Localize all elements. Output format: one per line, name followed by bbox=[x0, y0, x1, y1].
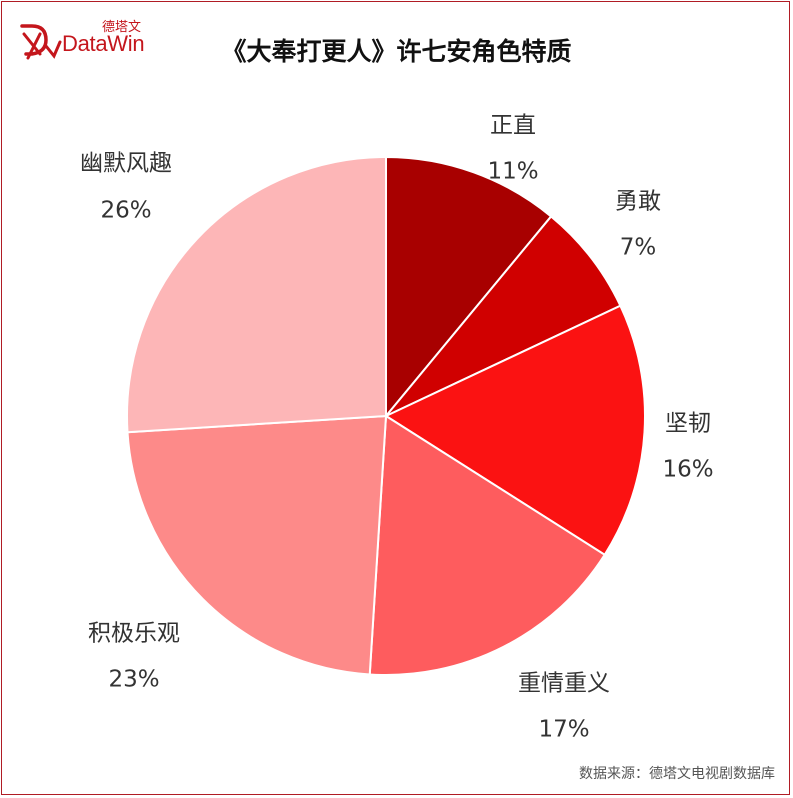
slice-category-label: 重情重义 bbox=[518, 671, 610, 697]
slice-category-label: 幽默风趣 bbox=[80, 151, 172, 177]
slice-percent-label: 11% bbox=[487, 159, 538, 185]
pie-slice-6 bbox=[126, 155, 387, 434]
pie-slice-5 bbox=[126, 414, 388, 676]
slice-percent-label: 17% bbox=[538, 717, 589, 743]
datawin-logo: 德塔文 DataWin bbox=[14, 14, 145, 64]
pie-slice-2 bbox=[385, 215, 622, 417]
slice-category-label: 正直 bbox=[490, 113, 536, 139]
slice-category-label: 勇敢 bbox=[615, 189, 661, 215]
slice-category-label: 积极乐观 bbox=[88, 621, 180, 647]
pie-slice-4 bbox=[368, 414, 607, 676]
slice-category-label: 坚韧 bbox=[665, 411, 711, 437]
slice-percent-label: 16% bbox=[662, 457, 713, 483]
datawin-logo-mark-icon bbox=[20, 24, 62, 60]
slice-percent-label: 7% bbox=[620, 235, 657, 261]
logo-cn-text: 德塔文 bbox=[102, 20, 142, 35]
slice-percent-label: 26% bbox=[100, 198, 151, 224]
pie-slice-1 bbox=[385, 155, 553, 419]
chart-title: 《大奉打更人》许七安角色特质 bbox=[221, 37, 572, 66]
pie-slice-3 bbox=[383, 304, 646, 557]
logo-en-text: DataWin bbox=[62, 31, 145, 56]
data-source-note: 数据来源：德塔文电视剧数据库 bbox=[579, 766, 775, 782]
slice-percent-label: 23% bbox=[108, 667, 159, 693]
